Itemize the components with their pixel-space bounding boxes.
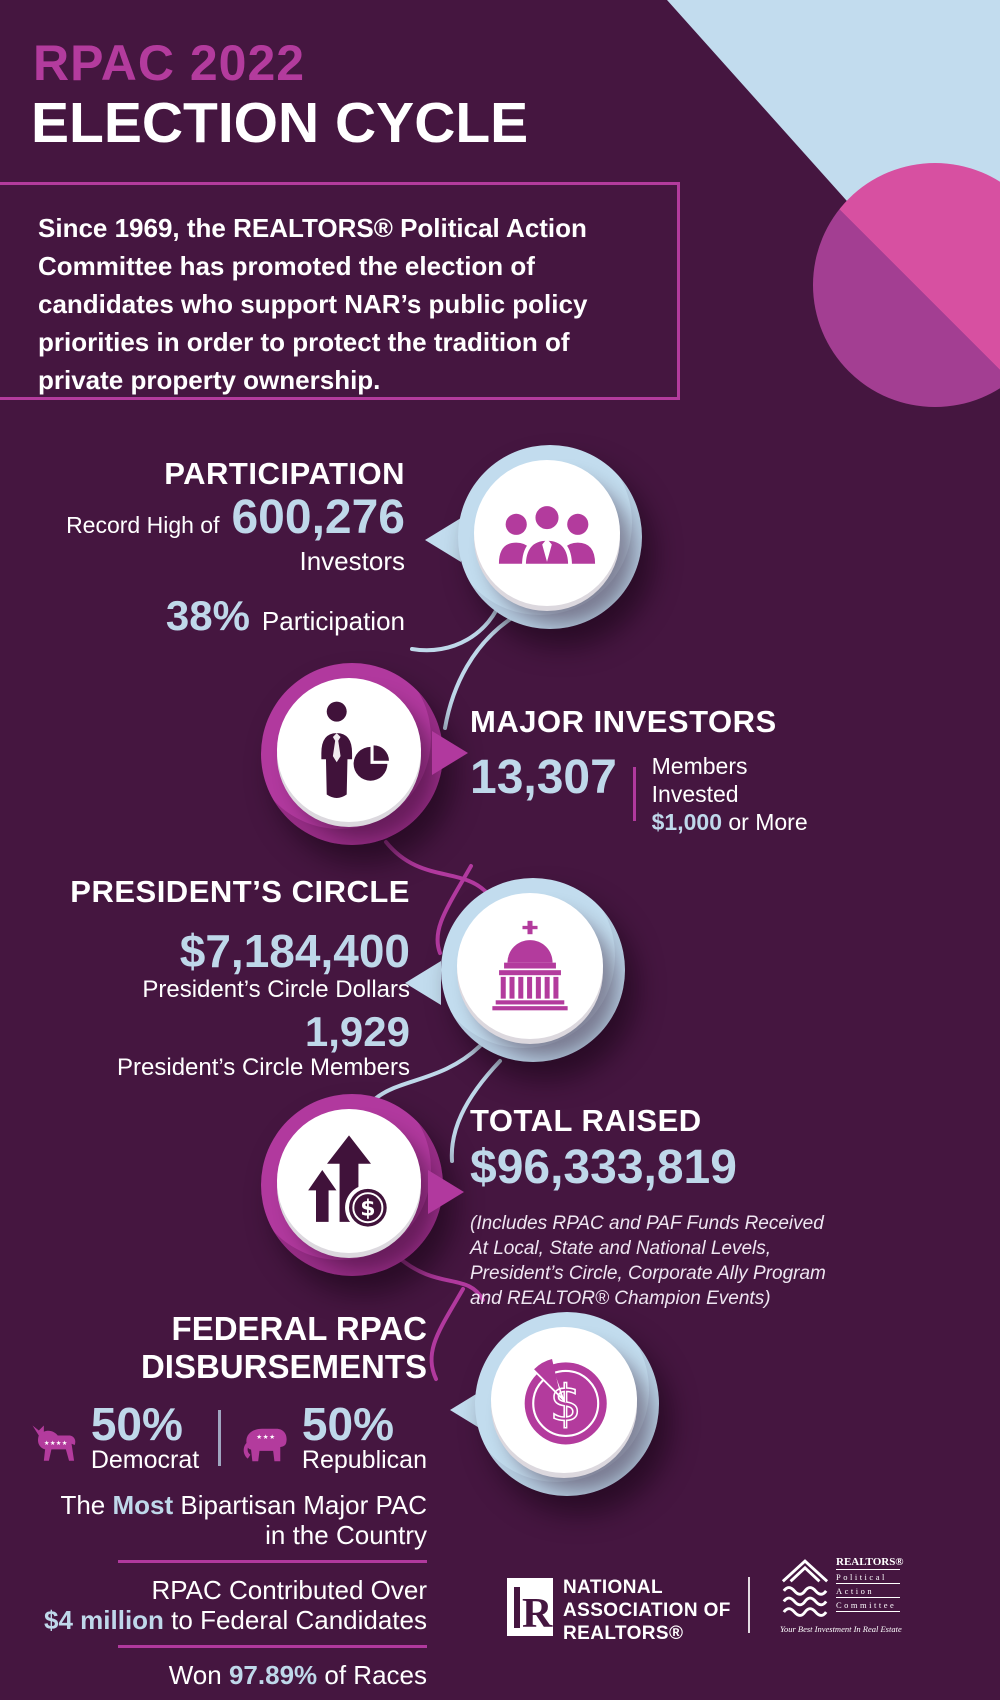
total-raised-note: (Includes RPAC and PAF Funds Received At…: [470, 1213, 826, 1309]
page-title: ELECTION CYCLE: [31, 91, 529, 155]
disbursements-title-line2: DISBURSEMENTS: [140, 1348, 427, 1385]
participation-section: PARTICIPATION Record High of 600,276 Inv…: [55, 456, 405, 637]
nar-logo-letter: R: [522, 1591, 553, 1636]
growth-arrows-dollar-icon: $: [308, 1135, 391, 1231]
bipartisan-line2: in the Country: [265, 1520, 427, 1550]
disbursements-title-line1: FEDERAL RPAC: [171, 1310, 427, 1347]
donkey-stars: ★★★★: [44, 1440, 68, 1447]
intro-box: Since 1969, the REALTORS® Political Acti…: [0, 182, 680, 400]
total-raised-title: TOTAL RAISED: [470, 1103, 702, 1138]
won-races-line: Won 97.89% of Races: [168, 1660, 427, 1690]
capitol-icon: [492, 920, 568, 1011]
republican-stat: 50% Republican: [301, 1398, 427, 1474]
disbursements-divider-1: [118, 1560, 427, 1563]
elephant-stars: ★★★: [256, 1434, 275, 1441]
republican-label: Republican: [301, 1446, 427, 1474]
rpac-logo-text: REALTORS® Political Action Committee: [836, 1556, 904, 1612]
presidents-circle-members-label: President’s Circle Members: [117, 1054, 410, 1081]
major-investors-section: MAJOR INVESTORS 13,307 Members Invested …: [470, 704, 830, 836]
major-investors-desc-value: $1,000: [651, 809, 722, 835]
total-raised-value: $96,333,819: [470, 1141, 737, 1194]
major-investors-desc-suffix: or More: [728, 809, 808, 835]
democrat-label: Democrat: [90, 1446, 200, 1474]
total-raised-bubble: $: [261, 1094, 443, 1276]
corner-circle-shape: [813, 163, 1000, 407]
major-investors-desc-line1: Members Invested: [651, 753, 748, 807]
people-icon: [498, 502, 596, 568]
major-investors-bubble: [261, 663, 443, 845]
party-split-row: ★★★★ 50% Democrat ★★★ 50% Republican: [30, 1398, 427, 1474]
participation-record-unit: Investors: [299, 546, 406, 576]
democrat-stat: 50% Democrat: [90, 1398, 200, 1474]
presidents-circle-bubble-pointer: [405, 961, 441, 1005]
party-divider: [218, 1410, 221, 1466]
rpac-tagline: Your Best Investment In Real Estate: [780, 1624, 902, 1634]
intro-text: Since 1969, the REALTORS® Political Acti…: [38, 213, 588, 395]
header-kicker: RPAC 2022: [33, 35, 306, 91]
participation-rate-label: Participation: [261, 606, 405, 636]
total-raised-section: TOTAL RAISED $96,333,819 (Includes RPAC …: [470, 1103, 930, 1311]
bipartisan-line1: The Most Bipartisan Major PAC: [60, 1490, 427, 1520]
contribution-line2: $4 million to Federal Candidates: [44, 1605, 427, 1635]
participation-record-label: Record High of: [66, 512, 220, 538]
major-investors-bubble-pointer: [432, 731, 468, 775]
disbursements-divider-2: [118, 1645, 427, 1648]
participation-title: PARTICIPATION: [164, 456, 405, 491]
republican-percent: 50%: [301, 1398, 394, 1450]
coin-dollar-glyph: $: [360, 1197, 375, 1222]
major-investors-title: MAJOR INVESTORS: [470, 704, 777, 739]
presidents-circle-dollars-label: President’s Circle Dollars: [142, 976, 410, 1003]
presidents-circle-bubble: [441, 878, 625, 1062]
nar-logo: R: [507, 1578, 553, 1636]
republican-elephant-icon: ★★★: [243, 1428, 287, 1462]
major-investors-value: 13,307: [470, 751, 617, 804]
presidents-circle-dollars: $7,184,400: [179, 925, 410, 977]
contribution-line1: RPAC Contributed Over: [151, 1575, 427, 1605]
businessman-pie-icon: [321, 701, 389, 798]
pie-dollar-icon: $: [524, 1352, 607, 1445]
major-investors-divider: [632, 767, 636, 821]
disbursements-bubble: $: [475, 1312, 659, 1496]
participation-rate-value: 38%: [165, 592, 250, 639]
presidents-circle-section: PRESIDENT’S CIRCLE $7,184,400 President’…: [50, 874, 410, 1082]
total-raised-bubble-pointer: [428, 1170, 464, 1214]
participation-record-value: 600,276: [231, 491, 405, 544]
rpac-roof-waves-icon: [781, 1559, 829, 1617]
pie-dollar-glyph: $: [550, 1375, 582, 1433]
participation-bubble-pointer: [425, 518, 461, 562]
presidents-circle-members: 1,929: [304, 1008, 410, 1055]
participation-bubble: [458, 445, 642, 629]
democrat-percent: 50%: [90, 1398, 183, 1450]
footer-divider: [748, 1577, 750, 1633]
rpac-logo: REALTORS® Political Action Committee You…: [780, 1556, 904, 1634]
democrat-donkey-icon: ★★★★: [32, 1425, 76, 1461]
presidents-circle-title: PRESIDENT’S CIRCLE: [70, 874, 410, 909]
nar-name: NATIONAL ASSOCIATION OF REALTORS®: [563, 1577, 731, 1644]
disbursements-section: FEDERAL RPAC DISBURSEMENTS ★★★★ 50% Demo…: [30, 1310, 427, 1690]
